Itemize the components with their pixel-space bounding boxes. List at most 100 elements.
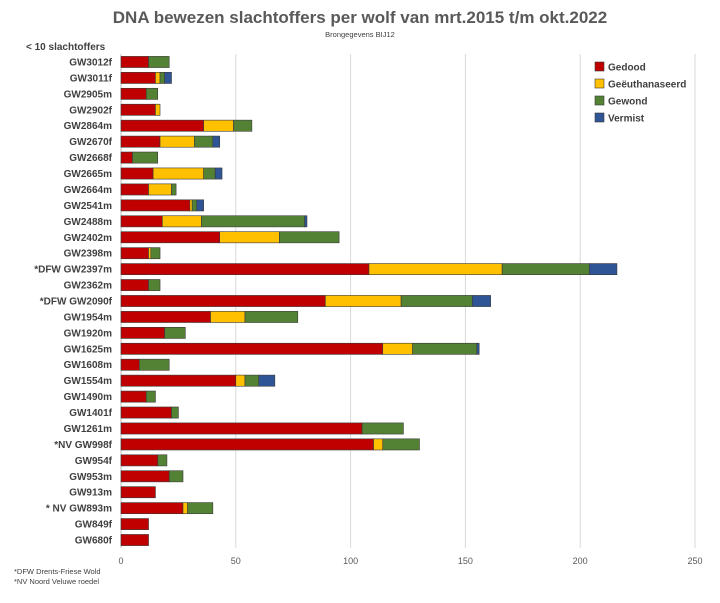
bar-segment [471, 295, 491, 307]
bar-segment [120, 518, 149, 530]
legend-label: Geëuthanaseerd [608, 80, 686, 91]
bar-segment [476, 342, 480, 355]
bar-segment [189, 199, 193, 212]
bar-segment [120, 374, 237, 387]
bar-segment [120, 326, 165, 339]
bar-segment [203, 119, 234, 132]
bar-segment [155, 72, 161, 84]
bar-segment [120, 358, 140, 371]
category-label: GW1554m [64, 376, 112, 387]
x-tick-label: 100 [343, 556, 358, 566]
bar-segment [233, 119, 253, 132]
legend-swatch [594, 78, 605, 89]
legend-label: Vermist [608, 114, 645, 125]
category-label: GW2402m [64, 233, 112, 244]
bar-segment [148, 183, 172, 196]
bar-segment [214, 167, 223, 180]
bar-segment [145, 87, 159, 100]
category-label: GW1608m [64, 360, 112, 371]
bar-segment [150, 247, 161, 260]
bar-segment [168, 470, 184, 483]
bar-segment [145, 390, 156, 403]
bar-segment [162, 215, 202, 228]
bar-segment [120, 342, 384, 355]
category-label: GW1920m [64, 328, 112, 339]
legend-label: Gedood [608, 63, 646, 74]
bar-segment [258, 374, 276, 387]
threshold-note: < 10 slachtoffers [26, 42, 106, 53]
bar-segment [120, 502, 184, 515]
bar-segment [120, 247, 149, 260]
category-label: GW849f [75, 520, 113, 531]
x-tick-label: 150 [458, 556, 473, 566]
category-labels: GW3012f GW3011f GW2905m GW2902f GW2864m GW267… [34, 57, 112, 546]
category-label: GW1954m [64, 312, 112, 323]
bar-segment [244, 311, 299, 323]
bar-segment [501, 263, 590, 276]
category-label: *NV GW998f [54, 440, 112, 451]
bar-segment [235, 374, 246, 387]
bar-segment [325, 295, 402, 307]
bar-segment [191, 199, 198, 212]
category-label: GW2864m [64, 121, 112, 132]
bar-segment [412, 342, 478, 355]
bar-segment [148, 247, 152, 260]
bar-segment [120, 534, 149, 546]
category-label: * NV GW893m [46, 504, 112, 515]
bar-segment [219, 231, 280, 244]
category-label: GW2670f [69, 137, 112, 148]
x-tick-label: 0 [118, 556, 123, 566]
bar-segment [148, 279, 161, 291]
bar-segment [182, 502, 188, 515]
category-label: GW1625m [64, 344, 112, 355]
bar-segment [120, 215, 163, 228]
category-label: *DFW GW2397m [34, 265, 112, 276]
legend-swatch [594, 61, 605, 72]
bar-segment [157, 454, 168, 467]
legend-swatch [594, 95, 605, 106]
category-label: GW3012f [69, 57, 112, 68]
category-label: GW2362m [64, 281, 112, 292]
x-tick-label: 50 [231, 556, 241, 566]
chart-title: DNA bewezen slachtoffers per wolf van mr… [113, 8, 607, 27]
bar-segment [120, 438, 374, 451]
bar-segment [132, 151, 159, 164]
bar-segment [155, 103, 161, 116]
bar-segment [120, 263, 370, 276]
bar-segment [361, 422, 404, 435]
bar-segment [164, 72, 172, 84]
bar-segment [244, 374, 260, 387]
bar-segment [373, 438, 384, 451]
bar-segment [304, 215, 308, 228]
bar-segment [210, 311, 246, 323]
bar-segment [196, 199, 204, 212]
bar-segment [120, 279, 149, 291]
bar-segment [171, 406, 179, 419]
bar-segment [120, 135, 161, 148]
legend-swatch [594, 112, 605, 123]
legend-label: Gewond [608, 97, 647, 108]
bar-segment [382, 438, 420, 451]
bar-segment [148, 56, 170, 68]
category-label: GW2668f [69, 153, 112, 164]
category-label: GW1261m [64, 424, 112, 435]
category-label: *DFW GW2090f [40, 297, 113, 308]
bar-segment [120, 167, 154, 180]
category-label: GW2902f [69, 105, 112, 116]
category-label: GW2664m [64, 185, 112, 196]
bar-segment [203, 167, 216, 180]
category-label: GW2541m [64, 201, 112, 212]
bar-segment [368, 263, 503, 276]
category-label: GW2665m [64, 169, 112, 180]
category-label: GW913m [69, 488, 112, 499]
category-label: GW1490m [64, 392, 112, 403]
category-label: GW2488m [64, 217, 112, 228]
category-label: GW680f [75, 536, 113, 547]
bar-segment [120, 103, 156, 116]
bar-segment [120, 406, 172, 419]
bars [120, 56, 618, 546]
bar-segment [589, 263, 618, 276]
bar-segment [120, 295, 326, 307]
bar-segment [171, 183, 177, 196]
